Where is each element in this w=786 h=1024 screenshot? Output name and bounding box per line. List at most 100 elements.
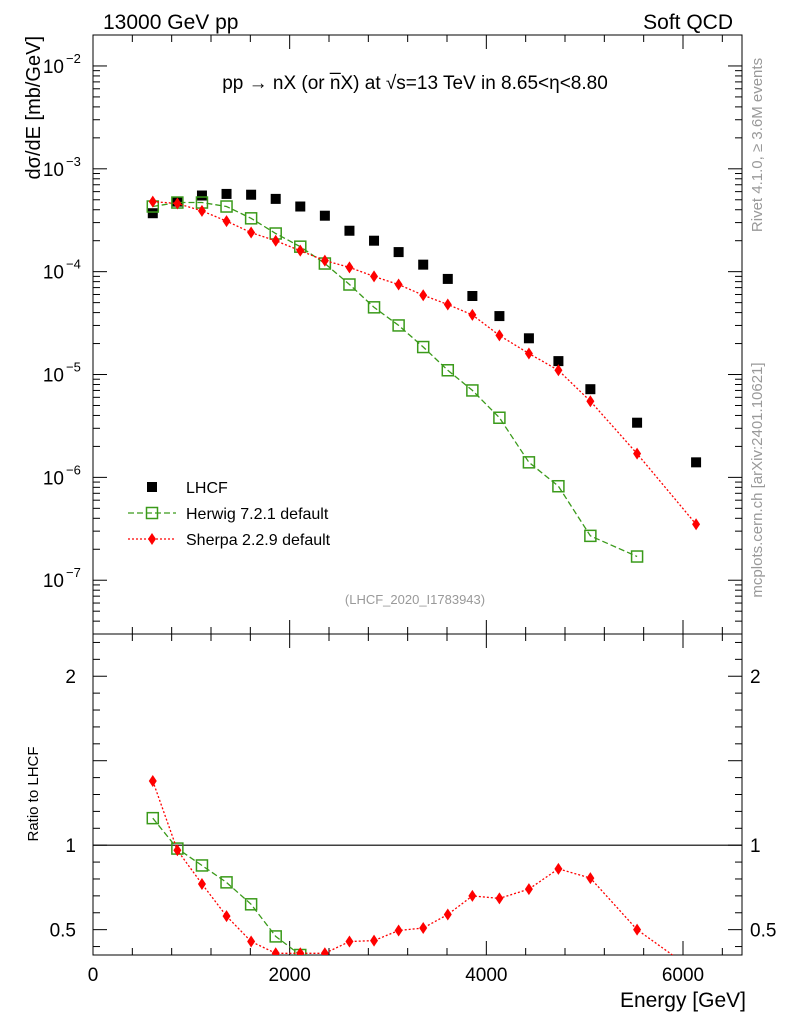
ratio-axis-label: Ratio to LHCF <box>25 746 42 841</box>
ratio-point <box>585 1000 596 1011</box>
series-layer <box>146 188 702 563</box>
ratio-point <box>320 947 329 955</box>
ratio-point <box>586 872 595 885</box>
data-point-sherpa <box>443 298 452 311</box>
data-point-sherpa <box>197 204 206 217</box>
ratio-point <box>393 971 404 982</box>
y-tick-label: 10 <box>43 571 64 592</box>
data-point-lhcf <box>467 290 478 301</box>
data-point-lhcf <box>319 210 330 221</box>
series-line-sherpa <box>152 200 697 525</box>
ratio-tick-label: 0.5 <box>50 921 76 942</box>
ratio-point <box>146 811 160 825</box>
ratio-point <box>442 980 453 991</box>
y-tick-label: 10 <box>43 57 64 78</box>
y-tick-label: 10 <box>43 366 64 387</box>
data-point-herwig <box>343 278 356 291</box>
ratio-series-herwig <box>146 811 596 1011</box>
data-point-lhcf <box>246 189 257 200</box>
y-tick-label: 10 <box>43 263 64 284</box>
data-point-herwig <box>466 384 479 397</box>
ratio-tick-label-right: 1 <box>750 836 761 857</box>
ratio-point <box>554 862 563 875</box>
ratio-point <box>418 975 429 986</box>
data-point-herwig <box>392 319 405 332</box>
data-point-lhcf <box>553 356 564 367</box>
data-point-lhcf <box>221 188 232 199</box>
x-tick-label: 2000 <box>269 965 311 986</box>
ratio-point <box>269 930 282 943</box>
y-tick-exponent: −6 <box>66 462 81 477</box>
ratio-tick-label-right: 2 <box>750 667 761 688</box>
ratio-point <box>394 924 403 937</box>
ratio-point <box>222 910 231 923</box>
ratio-point <box>467 985 478 996</box>
data-point-lhcf <box>585 384 596 395</box>
legend-label: Herwig 7.2.1 default <box>186 506 329 523</box>
y-tick-label: 10 <box>43 468 64 489</box>
data-point-sherpa <box>320 254 329 267</box>
y-tick-exponent: −2 <box>66 51 81 66</box>
data-point-sherpa <box>345 261 354 274</box>
data-point-sherpa <box>419 289 428 302</box>
legend-marker <box>147 482 157 492</box>
x-axis-label: Energy [GeV] <box>620 989 746 1012</box>
ratio-point <box>296 947 305 955</box>
x-tick-label: 6000 <box>662 965 704 986</box>
ratio-point <box>197 878 206 891</box>
legend-label: LHCF <box>186 480 228 497</box>
legend: LHCF Herwig 7.2.1 default Sherpa 2.2.9 def… <box>128 480 331 549</box>
ratio-point <box>173 844 182 857</box>
data-point-lhcf <box>270 193 281 204</box>
data-point-herwig <box>416 340 430 354</box>
y-tick-exponent: −5 <box>66 360 81 375</box>
rivet-version-label: Rivet 4.1.0, ≥ 3.6M events <box>749 58 766 232</box>
data-point-sherpa <box>173 197 182 210</box>
data-point-lhcf <box>523 333 534 344</box>
data-point-herwig <box>552 479 565 493</box>
data-point-sherpa <box>495 329 504 342</box>
ratio-point <box>247 935 256 948</box>
ratio-panel-frame <box>92 633 743 956</box>
data-point-sherpa <box>586 395 595 408</box>
data-point-lhcf <box>295 201 306 212</box>
x-tick-label: 0 <box>88 965 99 986</box>
ratio-point <box>148 774 157 787</box>
data-point-sherpa <box>524 347 533 360</box>
data-point-sherpa <box>554 364 563 377</box>
data-point-sherpa <box>468 308 477 321</box>
data-point-herwig <box>630 550 644 563</box>
ratio-point <box>244 898 258 911</box>
mcplots-label: mcplots.cern.ch [arXiv:2401.10621] <box>749 362 766 597</box>
data-point-sherpa <box>148 195 157 208</box>
ratio-series-sherpa <box>148 774 674 955</box>
data-point-lhcf <box>691 457 702 468</box>
ratio-layer <box>146 774 674 1011</box>
ratio-point <box>369 968 380 979</box>
legend-marker <box>148 533 156 545</box>
data-point-sherpa <box>370 270 379 283</box>
data-point-herwig <box>584 529 597 543</box>
header-category-label: Soft QCD <box>643 11 733 34</box>
ratio-point <box>370 934 379 947</box>
ratio-point <box>419 921 428 934</box>
ratio-point <box>524 883 533 896</box>
data-point-sherpa <box>692 518 701 531</box>
data-point-lhcf <box>393 247 404 258</box>
ratio-tick-label-right: 0.5 <box>750 921 776 942</box>
ratio-point <box>523 997 534 1008</box>
data-point-sherpa <box>296 244 305 257</box>
data-point-herwig <box>522 456 536 469</box>
x-tick-label: 4000 <box>465 965 507 986</box>
ratio-point <box>553 997 564 1008</box>
data-point-lhcf <box>494 311 505 322</box>
y-tick-exponent: −7 <box>66 565 81 580</box>
data-point-sherpa <box>394 278 403 291</box>
ratio-point <box>468 889 477 902</box>
data-point-herwig <box>493 411 506 424</box>
data-point-lhcf <box>344 225 355 236</box>
data-point-herwig <box>441 364 455 377</box>
ratio-point <box>319 965 330 976</box>
